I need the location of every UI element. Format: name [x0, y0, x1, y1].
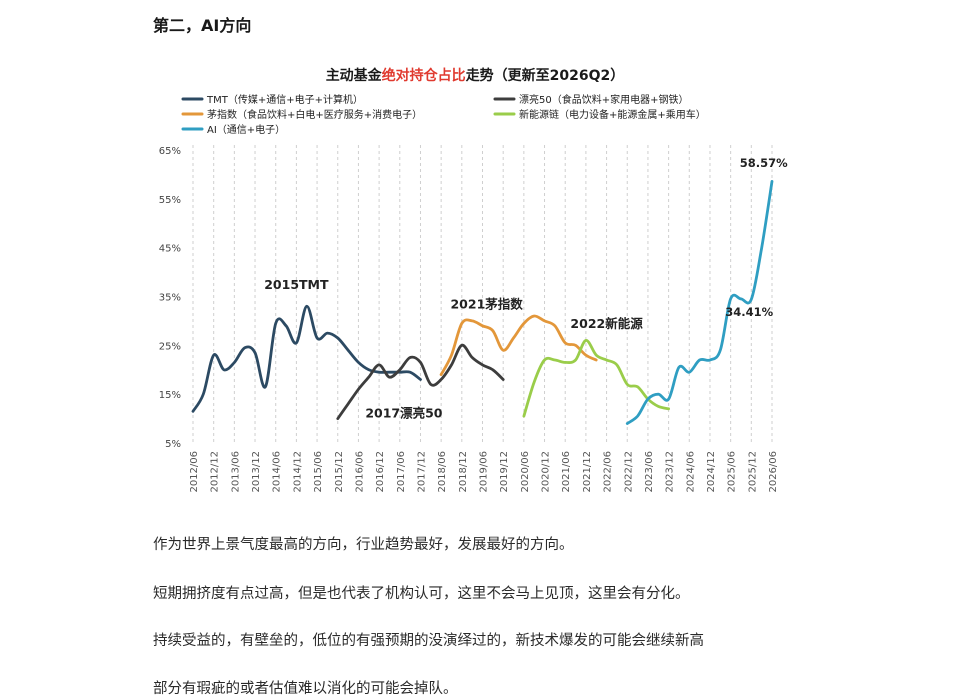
x-tick-label: 2025/12 [747, 451, 758, 493]
series-line-tmt [191, 304, 422, 413]
annotation-label: 34.41% [725, 305, 773, 319]
x-tick-label: 2015/12 [334, 451, 345, 493]
y-tick-label: 55% [159, 195, 181, 206]
y-tick-label: 35% [159, 293, 181, 304]
annotation-label: 58.57% [740, 156, 788, 170]
x-tick-label: 2015/06 [313, 451, 324, 493]
x-tick-label: 2016/06 [354, 451, 365, 493]
annotation-label: 2017漂亮50 [365, 406, 442, 421]
x-tick-label: 2023/12 [665, 451, 676, 493]
chart-title: 主动基金绝对持仓占比走势（更新至2026Q2） [326, 67, 625, 84]
x-tick-label: 2019/06 [479, 451, 490, 493]
section-heading: 第二，AI方向 [153, 16, 252, 35]
annotation-label: 2021茅指数 [450, 297, 523, 312]
x-tick-label: 2018/12 [458, 451, 469, 493]
chart-title-prefix: 主动基金 [326, 67, 383, 84]
x-tick-label: 2021/06 [561, 451, 572, 493]
x-tick-label: 2019/12 [499, 451, 510, 493]
y-tick-label: 5% [165, 439, 181, 450]
x-tick-label: 2023/06 [644, 451, 655, 493]
series-line-ai [625, 180, 774, 425]
series-line-new-energy [522, 339, 670, 418]
x-tick-label: 2024/12 [706, 451, 717, 493]
paragraph-4: 部分有瑕疵的或者估值难以消化的可能会掉队。 [153, 681, 458, 697]
y-tick-label: 15% [159, 390, 181, 401]
legend-label-3: 茅指数（食品饮料+白电+医疗服务+消费电子） [207, 108, 422, 121]
x-tick-label: 2025/06 [727, 451, 738, 493]
legend-label-4: 新能源链（电力设备+能源金属+乘用车） [519, 108, 706, 121]
x-tick-label: 2013/06 [230, 451, 241, 493]
x-tick-label: 2024/06 [685, 451, 696, 493]
annotation-label: 2015TMT [264, 277, 329, 292]
paragraph-2: 短期拥挤度有点过高，但是也代表了机构认可，这里不会马上见顶，这里会有分化。 [153, 586, 690, 602]
series-line-mao-index [439, 314, 598, 376]
paragraph-1: 作为世界上景气度最高的方向，行业趋势最好，发展最好的方向。 [153, 537, 574, 553]
series-line-beauty50 [336, 343, 505, 420]
paragraph-3: 持续受益的，有壁垒的，低位的有强预期的没演绎过的，新技术爆发的可能会继续新高 [153, 633, 704, 649]
chart-title-highlight: 绝对持仓占比 [382, 67, 466, 84]
x-tick-label: 2013/12 [251, 451, 262, 493]
x-tick-label: 2014/12 [292, 451, 303, 493]
y-tick-label: 45% [159, 244, 181, 255]
chart-title-suffix: 走势（更新至2026Q2） [466, 67, 625, 84]
x-tick-label: 2020/12 [541, 451, 552, 493]
x-tick-label: 2012/06 [189, 451, 200, 493]
x-tick-label: 2014/06 [272, 451, 283, 493]
line-chart: 主动基金绝对持仓占比走势（更新至2026Q2） TMT（传媒+通信+电子+计算机… [159, 67, 788, 493]
x-tick-label: 2012/12 [210, 451, 221, 493]
x-tick-label: 2017/12 [416, 451, 427, 493]
x-tick-label: 2020/06 [520, 451, 531, 493]
x-tick-label: 2022/12 [623, 451, 634, 493]
x-tick-label: 2021/12 [582, 451, 593, 493]
y-tick-label: 25% [159, 341, 181, 352]
x-tick-label: 2026/06 [768, 451, 779, 493]
legend-label-2: 漂亮50（食品饮料+家用电器+钢铁） [519, 93, 688, 106]
x-tick-label: 2018/06 [437, 451, 448, 493]
chart-figure: 主动基金绝对持仓占比走势（更新至2026Q2） TMT（传媒+通信+电子+计算机… [150, 55, 800, 505]
legend-label-1: TMT（传媒+通信+电子+计算机） [206, 93, 363, 106]
y-tick-label: 65% [159, 146, 181, 157]
legend-label-5: AI（通信+电子） [207, 123, 285, 136]
x-tick-label: 2017/06 [396, 451, 407, 493]
x-tick-label: 2016/12 [375, 451, 386, 493]
x-tick-label: 2022/06 [603, 451, 614, 493]
annotation-label: 2022新能源 [570, 316, 643, 331]
